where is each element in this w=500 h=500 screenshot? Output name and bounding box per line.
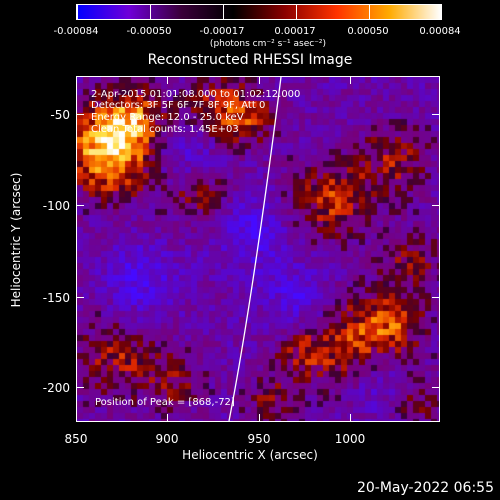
axis-tick xyxy=(259,76,260,84)
colorbar-tick-label: 0.00017 xyxy=(274,26,316,37)
colorbar-tick xyxy=(369,5,370,19)
x-tick-label: 900 xyxy=(155,432,179,446)
x-tick-label: 950 xyxy=(247,432,271,446)
x-axis-title: Heliocentric X (arcsec) xyxy=(182,448,318,462)
colorbar-tick-label: -0.00017 xyxy=(199,26,245,37)
energy-range-text: Energy Range: 12.0 - 25.0 keV xyxy=(91,112,244,123)
time-range-text: 2-Apr-2015 01:01:08.000 to 01:02:12.000 xyxy=(91,89,301,100)
colorbar-tick xyxy=(223,5,224,19)
y-tick-label: -150 xyxy=(42,291,70,305)
plot-title: Reconstructed RHESSI Image xyxy=(147,52,353,68)
colorbar-tick xyxy=(441,5,442,19)
y-tick-label: -100 xyxy=(42,199,70,213)
colorbar-tick xyxy=(296,5,297,19)
y-tick-label: -200 xyxy=(42,381,70,395)
x-tick-label: 1000 xyxy=(334,432,366,446)
colorbar-labels: -0.00084 -0.00050 -0.00017 0.00017 0.000… xyxy=(0,0,500,50)
axis-tick xyxy=(350,76,351,84)
colorbar-unit: (photons cm⁻² s⁻¹ asec⁻²) xyxy=(209,39,327,49)
axis-tick xyxy=(259,414,260,422)
y-axis-title: Heliocentric Y (arcsec) xyxy=(9,172,23,308)
limb-overlay xyxy=(228,77,282,421)
axis-tick xyxy=(167,414,168,422)
axis-tick xyxy=(76,76,77,84)
solar-limb-line xyxy=(228,77,282,421)
axis-tick xyxy=(76,387,84,388)
image-plot: 2-Apr-2015 01:01:08.000 to 01:02:12.000 … xyxy=(76,76,440,422)
colorbar-tick xyxy=(150,5,151,19)
colorbar-tick xyxy=(77,5,78,19)
axis-tick xyxy=(76,297,84,298)
axis-tick xyxy=(76,114,84,115)
colorbar-tick-label: -0.00084 xyxy=(53,26,99,37)
y-tick-label: -50 xyxy=(50,108,70,122)
peak-position-text: Position of Peak = [868,-72] xyxy=(95,397,235,408)
axis-tick xyxy=(76,414,77,422)
colorbar-tick-label: 0.00050 xyxy=(347,26,389,37)
colorbar-tick-label: 0.00084 xyxy=(419,26,461,37)
axis-tick xyxy=(432,297,440,298)
colorbar xyxy=(76,4,442,20)
colorbar-tick-label: -0.00050 xyxy=(126,26,172,37)
axis-tick xyxy=(350,414,351,422)
timestamp: 20-May-2022 06:55 xyxy=(356,480,494,496)
axis-tick xyxy=(432,205,440,206)
axis-tick xyxy=(167,76,168,84)
axis-tick xyxy=(432,114,440,115)
clean-counts-text: Clean Total counts: 1.45E+03 xyxy=(91,124,239,135)
x-tick-label: 850 xyxy=(64,432,88,446)
axis-tick xyxy=(432,387,440,388)
axis-tick xyxy=(76,205,84,206)
detectors-text: Detectors: 3F 5F 6F 7F 8F 9F, Att 0 xyxy=(91,100,266,111)
